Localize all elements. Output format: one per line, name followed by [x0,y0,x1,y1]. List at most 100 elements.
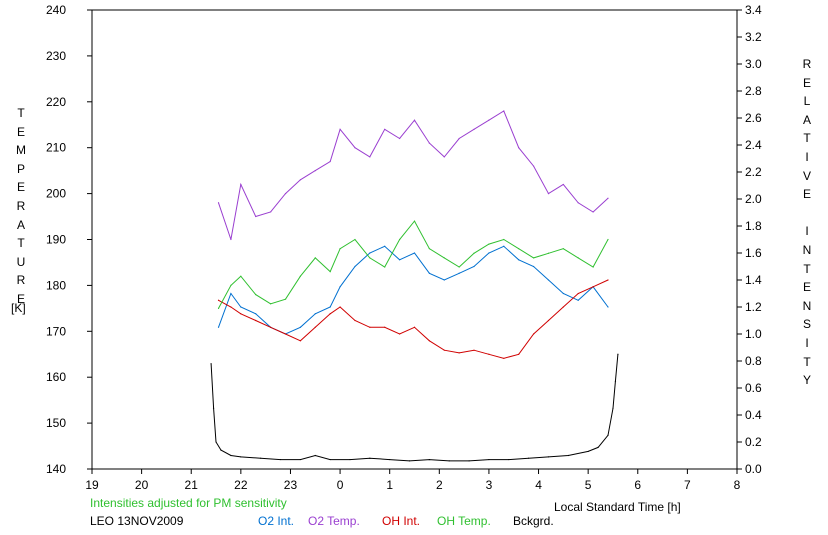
data-point [230,284,232,286]
data-point [428,340,430,342]
data-point [240,306,242,308]
legend-o2-temp: O2 Temp. [308,514,360,528]
data-point [547,279,550,281]
data-point [329,306,331,308]
data-point [532,333,535,335]
data-point [528,457,530,459]
data-point [562,248,564,250]
legend-bckgrd: Bckgrd. [513,514,554,528]
data-point [329,313,331,315]
data-point [488,458,490,461]
x-tick-label: 4 [535,478,542,492]
data-point [354,147,356,149]
data-point [384,128,386,130]
x-tick-label: 22 [234,478,248,492]
data-point [413,220,416,222]
axis-label-letter: A [802,112,811,127]
data-point [299,326,301,328]
data-point [577,257,579,259]
data-point [314,170,316,172]
data-point [532,257,535,259]
axis-label-letter: V [802,168,811,183]
data-point [607,306,609,308]
axis-label-letter: R [16,198,26,213]
legend-o2-int: O2 Int. [258,514,295,528]
y-right-tick-label: 2.0 [745,192,762,206]
legend-oh-int: OH Int. [382,514,421,528]
data-point [428,142,430,144]
data-point [503,110,505,112]
axis-label-letter: E [16,291,25,306]
data-point [577,299,579,301]
data-point [230,306,232,308]
data-point [547,252,550,254]
y-right-tick-label: 0.6 [745,381,762,395]
y-left-tick-label: 210 [46,141,66,155]
data-point [240,456,242,458]
y-right-tick-label: 2.4 [745,138,762,152]
data-point [217,326,220,328]
data-point [217,202,220,204]
data-point [215,441,217,443]
data-point [369,156,371,158]
axis-label-letter: U [16,254,26,269]
data-point [458,352,460,354]
axis-label-letter: A [16,217,25,232]
data-point [279,458,282,461]
data-point [473,252,475,254]
data-point [230,292,232,295]
y-left-tick-label: 150 [46,416,66,430]
data-point [577,202,579,204]
data-point [369,457,371,459]
data-point [314,454,316,457]
data-point [217,307,220,309]
axis-label-letter: T [803,354,811,369]
data-point [220,449,222,451]
y-left-tick-label: 140 [46,462,66,476]
data-point [607,434,609,436]
data-point [443,156,445,158]
axis-label-letter: R [16,273,26,288]
data-point [607,197,609,199]
data-point [607,238,609,241]
data-point [518,248,520,250]
data-point [488,252,490,254]
data-point [503,245,505,247]
data-point [547,193,550,195]
series-line-o2-temp [218,110,609,240]
axis-label-letter: E [802,75,811,90]
data-point [354,265,356,268]
axis-label-letter: I [805,224,809,239]
x-tick-label: 6 [634,478,641,492]
y-right-tick-label: 2.8 [745,84,762,98]
data-point [428,248,430,250]
data-point [488,243,490,245]
data-point [597,446,599,448]
station-date-label: LEO 13NOV2009 [90,514,184,528]
y-left-tick-label: 190 [46,233,66,247]
data-point [562,183,564,186]
y-left-tick-label: 170 [46,324,66,338]
axis-label-letter: N [802,298,812,313]
y-right-tick-label: 1.6 [745,246,762,260]
data-point [617,353,619,355]
data-point [260,457,262,459]
x-axis-label: Local Standard Time [h] [554,500,681,514]
y-right-tick-label: 1.2 [745,300,762,314]
axis-label-letter: Y [802,373,811,388]
data-point [399,238,401,241]
x-tick-label: 5 [585,478,592,492]
axis-label-letter: S [802,317,811,332]
data-point [230,238,232,241]
data-point [518,353,520,355]
data-point [329,160,331,163]
y-right-tick-label: 0.0 [745,462,762,476]
data-point [329,458,331,461]
y-right-tick-label: 0.4 [745,408,762,422]
data-point [428,272,430,274]
data-point [592,266,594,268]
x-tick-label: 19 [85,478,99,492]
data-point [587,450,589,453]
data-point [508,458,510,461]
